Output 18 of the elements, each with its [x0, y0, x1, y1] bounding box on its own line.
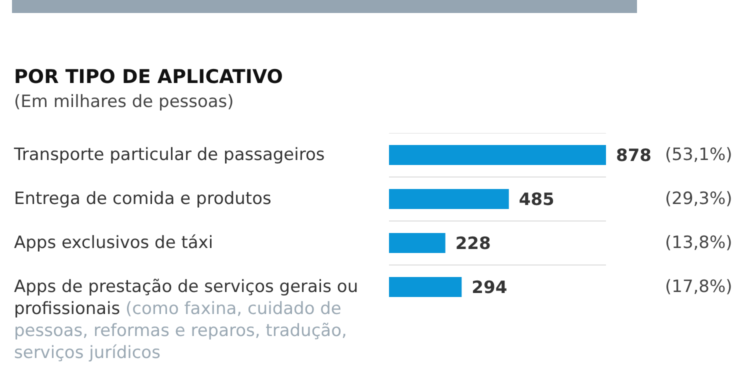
data-label: 294 [472, 278, 508, 298]
text: POR TIPO DE APLICATIVO [14, 66, 283, 88]
text: (17,8%) [665, 277, 732, 297]
category-label: Apps de prestação de serviços gerais ou profissionais (como faxina, cuidado de pessoas, reformas e reparos, tradução, serviços jurídicos [14, 277, 358, 363]
y-tick-label: Transporte particular de passageiros [13, 145, 325, 165]
text: (Em milhares de pessoas) [14, 92, 234, 112]
bar [389, 277, 462, 297]
text: (13,8%) [665, 233, 732, 253]
data-label: 228 [455, 234, 491, 254]
bar [389, 145, 606, 165]
y-tick-label: Apps exclusivos de táxi [14, 233, 214, 253]
text: (29,3%) [665, 189, 732, 209]
bar [389, 189, 509, 209]
data-label: 485 [518, 190, 554, 210]
bar [389, 233, 446, 253]
data-label: 878 [616, 146, 652, 166]
text: (53,1%) [665, 145, 732, 165]
y-tick-label: Entrega de comida e produtos [14, 189, 272, 209]
